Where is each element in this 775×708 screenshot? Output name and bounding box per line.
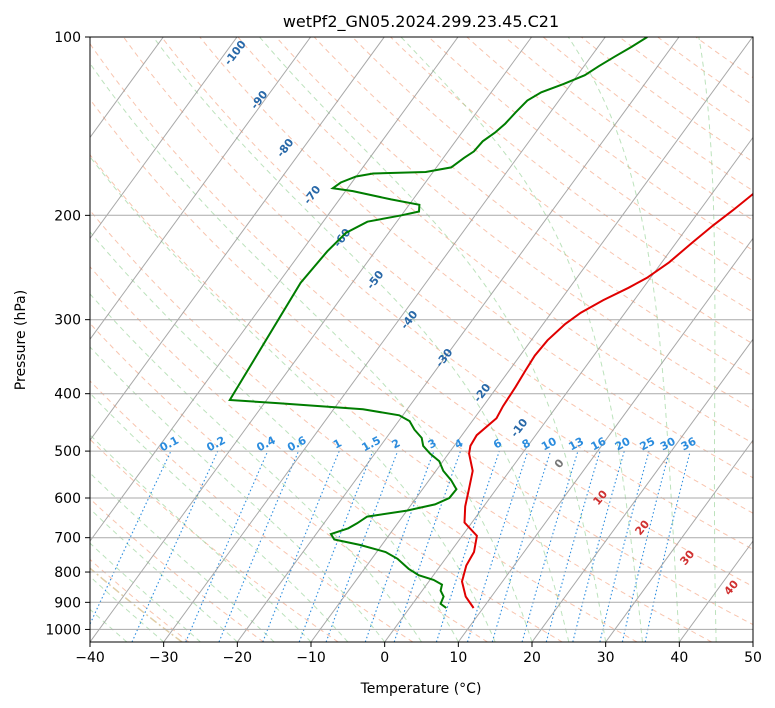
chart-title: wetPf2_GN05.2024.299.23.45.C21 xyxy=(283,12,559,32)
mixing-ratio-label: 36 xyxy=(679,435,699,454)
y-tick-label: 300 xyxy=(54,313,81,329)
x-tick-label: −30 xyxy=(149,650,179,666)
y-axis: 100 200 300 400 500 600 700 800 900 1000 xyxy=(45,30,90,638)
dry-adiabat xyxy=(90,380,414,642)
moist-adiabat xyxy=(90,156,496,642)
mixing-ratio-line xyxy=(218,450,300,642)
mixing-ratio-label: 10 xyxy=(539,435,559,454)
y-tick-label: 200 xyxy=(54,208,81,224)
dry-adiabat xyxy=(90,266,563,642)
moist-adiabat xyxy=(90,575,165,642)
mixing-ratio-line xyxy=(572,450,625,642)
x-tick-label: −10 xyxy=(296,650,326,666)
mixing-ratio-line xyxy=(131,450,219,642)
y-tick-label: 500 xyxy=(54,444,81,460)
isotherm xyxy=(752,641,753,642)
isotherm xyxy=(90,37,385,442)
moist-adiabat xyxy=(90,392,349,642)
moist-adiabat xyxy=(698,37,717,642)
x-tick-label: 0 xyxy=(380,650,389,666)
dry-adiabat xyxy=(90,98,753,626)
x-tick-label: 30 xyxy=(597,650,615,666)
mixing-ratio-line xyxy=(466,450,529,642)
mixing-ratio-label: 20 xyxy=(613,435,633,454)
y-axis-label: Pressure (hPa) xyxy=(13,290,29,390)
x-tick-label: 20 xyxy=(523,650,541,666)
dry-adiabat xyxy=(90,558,190,642)
mixing-ratio-line xyxy=(185,450,269,642)
y-tick-label: 100 xyxy=(54,30,81,46)
mixing-ratio-line xyxy=(298,450,374,642)
plot-frame xyxy=(89,36,754,643)
moist-adiabat xyxy=(400,37,643,642)
moist-adiabat xyxy=(90,508,238,642)
dewpoint-line xyxy=(228,37,648,609)
moist-adiabat xyxy=(152,37,570,642)
y-tick-label: 400 xyxy=(54,387,81,403)
moist-adiabat xyxy=(90,542,201,642)
dry-adiabat xyxy=(90,209,638,642)
mixing-ratio-line xyxy=(521,450,579,642)
isotherm xyxy=(90,37,238,240)
dry-adiabat xyxy=(313,37,753,377)
isotherm xyxy=(163,37,606,642)
plot-area xyxy=(90,37,753,642)
moist-adiabat xyxy=(90,434,312,642)
dry-adiabat xyxy=(237,37,753,444)
y-tick-label: 1000 xyxy=(45,622,81,638)
isotherm xyxy=(90,37,459,542)
isotherm xyxy=(605,439,753,642)
moist-adiabat xyxy=(90,346,386,642)
mixing-ratio-line xyxy=(435,450,500,642)
mixing-ratio-line xyxy=(364,450,435,642)
mixing-ratio-line xyxy=(621,450,671,642)
dry-adiabat xyxy=(390,37,753,313)
x-tick-label: −20 xyxy=(223,650,253,666)
moist-adiabat xyxy=(90,231,459,642)
isotherm xyxy=(310,37,753,642)
x-tick-label: −40 xyxy=(75,650,105,666)
profiles xyxy=(228,37,753,609)
y-tick-label: 600 xyxy=(54,491,81,507)
ice-saturation-line xyxy=(90,567,183,642)
dry-adiabat xyxy=(199,37,753,479)
mixing-ratio-line xyxy=(325,450,399,642)
isotherm xyxy=(90,37,533,642)
temperature-line xyxy=(460,192,753,609)
mixing-ratio-label: 25 xyxy=(638,435,658,454)
mixing-ratio-label: 30 xyxy=(658,435,678,454)
moist-adiabat xyxy=(567,37,680,642)
isotherm xyxy=(236,37,680,642)
isotherm xyxy=(457,237,753,642)
background-lines xyxy=(90,37,753,642)
x-tick-label: 10 xyxy=(449,650,467,666)
dry-adiabat xyxy=(90,322,488,642)
x-axis: −40 −30 −20 −10 0 10 20 30 40 50 xyxy=(75,642,762,666)
mixing-ratio-line xyxy=(599,450,650,642)
y-tick-label: 900 xyxy=(54,595,81,611)
y-tick-label: 800 xyxy=(54,565,81,581)
mixing-ratio-label: 13 xyxy=(566,435,586,454)
mixing-ratio-line xyxy=(545,450,601,642)
x-tick-label: 40 xyxy=(670,650,688,666)
mixing-ratio-label: 16 xyxy=(589,435,609,454)
x-axis-label: Temperature (°C) xyxy=(360,681,482,697)
isotherm xyxy=(90,37,312,341)
mixing-ratio-line xyxy=(262,450,340,642)
y-tick-label: 700 xyxy=(54,531,81,547)
x-tick-label: 50 xyxy=(744,650,762,666)
